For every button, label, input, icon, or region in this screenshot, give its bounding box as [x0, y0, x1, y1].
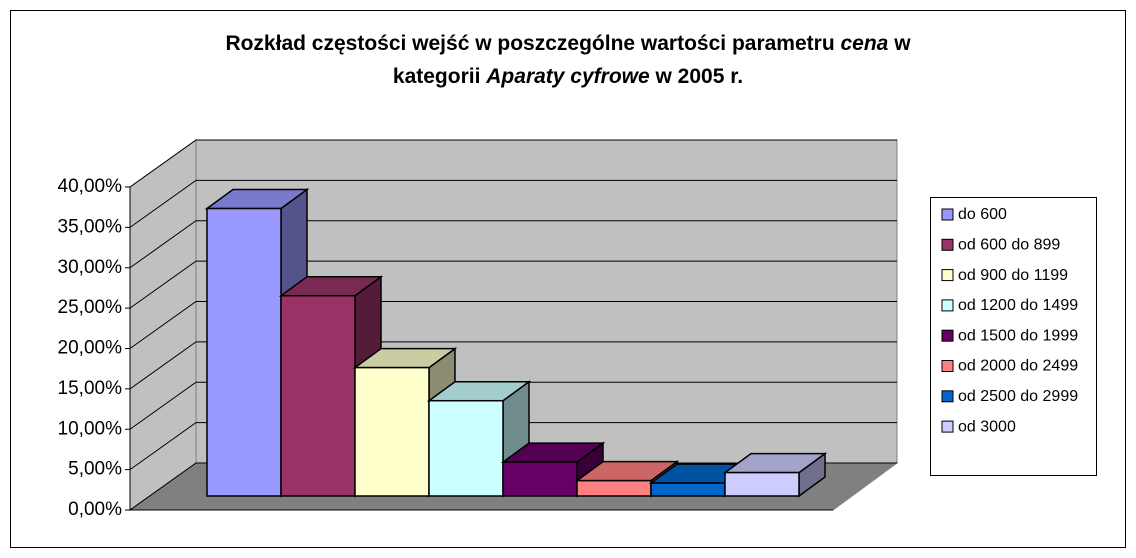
bar [576, 479, 652, 497]
bar [650, 482, 726, 497]
legend-swatch [941, 238, 954, 251]
y-tick-label: 35,00% [58, 216, 123, 237]
bar [280, 294, 356, 497]
legend-label: od 1500 do 1999 [958, 327, 1078, 344]
legend-label: od 1200 do 1499 [958, 297, 1078, 314]
legend-swatch [941, 329, 954, 342]
bar [428, 399, 504, 497]
chart-title: kategorii Aparaty cyfrowe w 2005 r. [393, 65, 743, 88]
grid-line [129, 381, 897, 430]
legend-label: od 600 do 899 [958, 237, 1060, 254]
y-tick-label: 25,00% [58, 297, 123, 318]
bar [502, 461, 578, 497]
legend-label: od 2500 do 2999 [958, 388, 1078, 405]
y-tick-label: 20,00% [58, 338, 123, 359]
grid-line [129, 301, 897, 349]
y-tick-label: 30,00% [58, 257, 123, 278]
legend-label: od 3000 [958, 418, 1016, 435]
bar [354, 366, 430, 497]
grid-line [129, 179, 897, 228]
legend-swatch [941, 420, 954, 433]
grid-line [129, 220, 897, 269]
y-tick-label: 15,00% [58, 378, 123, 399]
bar [724, 471, 800, 497]
grid-line [129, 422, 897, 471]
grid-line [129, 260, 897, 309]
y-tick-label: 0,00% [68, 499, 122, 520]
legend-swatch [941, 299, 954, 312]
y-tick-label: 5,00% [68, 459, 122, 480]
legend [930, 197, 1097, 476]
chart-title: Rozkład częstości wejść w poszczególne w… [225, 32, 911, 55]
legend-label: do 600 [958, 206, 1007, 223]
legend-label: od 900 do 1199 [958, 267, 1068, 284]
y-tick-label: 10,00% [58, 418, 123, 439]
grid-line [129, 139, 897, 188]
grid-line [129, 341, 897, 390]
y-tick-label: 40,00% [58, 176, 123, 197]
bar [206, 207, 282, 497]
legend-swatch [941, 390, 954, 403]
legend-swatch [941, 360, 954, 372]
legend-swatch [941, 269, 954, 282]
legend-label: od 2000 do 2499 [958, 358, 1078, 375]
legend-swatch [941, 208, 954, 221]
